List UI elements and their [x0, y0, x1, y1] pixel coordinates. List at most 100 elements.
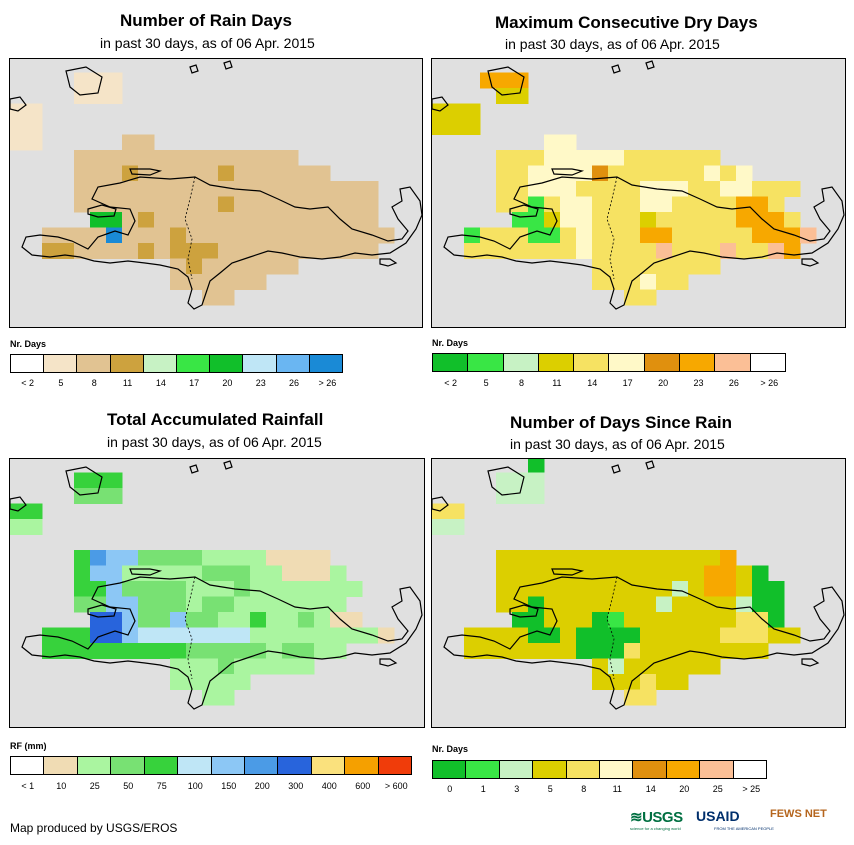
grid-cell	[624, 596, 641, 613]
grid-cell	[250, 627, 267, 644]
panel-title: Number of Days Since Rain	[510, 413, 733, 432]
grid-cell	[560, 643, 577, 659]
grid-cell	[298, 212, 315, 228]
grid-cell	[640, 550, 657, 566]
grid-cell	[592, 658, 609, 675]
grid-cell	[640, 689, 657, 706]
grid-cell	[656, 243, 673, 259]
grid-cell	[282, 227, 299, 244]
grid-cell	[608, 627, 625, 644]
legend-label: 14	[645, 784, 656, 794]
grid-cell	[448, 103, 465, 120]
grid-cell	[656, 550, 673, 566]
grid-cell	[170, 550, 187, 566]
grid-cell	[330, 227, 347, 244]
grid-cell	[560, 565, 577, 582]
grid-cell	[234, 550, 251, 566]
grid-cell	[624, 212, 641, 228]
grid-cell	[768, 612, 785, 628]
grid-cell	[234, 165, 251, 182]
grid-cell	[720, 643, 737, 659]
grid-cell	[90, 472, 107, 489]
fews-net-logo: FEWS NET	[770, 808, 827, 820]
grid-cell	[170, 243, 187, 259]
grid-cell	[218, 212, 235, 228]
grid-cell	[202, 550, 219, 566]
grid-cell	[74, 165, 91, 182]
saona-island-outline	[379, 658, 398, 667]
grid-cell	[576, 243, 593, 259]
grid-cell	[640, 165, 657, 182]
grid-cell	[314, 565, 331, 582]
grid-cell	[496, 243, 513, 259]
grid-cell	[544, 612, 561, 628]
grid-cell	[656, 565, 673, 582]
grid-cell	[218, 612, 235, 628]
grid-cell	[122, 134, 139, 151]
grid-cell	[170, 150, 187, 166]
map-rain-days	[9, 58, 423, 328]
grid-cell	[752, 212, 769, 228]
gonave-island-outline	[509, 204, 539, 218]
grid-cell	[624, 196, 641, 213]
grid-cell	[346, 581, 363, 597]
grid-cell	[74, 627, 91, 644]
grid-cell	[688, 550, 705, 566]
grid-cell	[250, 274, 267, 290]
legend-swatch	[700, 761, 734, 778]
map-total-rainfall	[9, 458, 425, 728]
grid-cell	[624, 181, 641, 197]
grid-cell	[496, 472, 513, 489]
grid-cell	[90, 643, 107, 659]
grid-cell	[170, 181, 187, 197]
grid-cell	[186, 243, 203, 259]
grid-cell	[672, 627, 689, 644]
grid-cell	[186, 274, 203, 290]
grid-cell	[106, 227, 123, 244]
grid-cell	[314, 196, 331, 213]
grid-cell	[298, 658, 315, 675]
grid-cell	[576, 581, 593, 597]
grid-cell	[250, 658, 267, 675]
grid-cell	[528, 472, 545, 489]
grid-cell	[346, 612, 363, 628]
map-canvas	[10, 460, 423, 710]
grid-cell	[106, 596, 123, 613]
grid-cell	[624, 565, 641, 582]
legend-label: 5	[483, 378, 489, 388]
grid-cell	[720, 612, 737, 628]
grid-cell	[170, 196, 187, 213]
grid-cell	[608, 150, 625, 166]
grid-cell	[138, 565, 155, 582]
grid-cell	[106, 88, 123, 104]
grid-cell	[330, 196, 347, 213]
grid-cell	[640, 150, 657, 166]
grid-cell	[640, 289, 657, 306]
grid-cell	[90, 243, 107, 259]
grid-cell	[250, 196, 267, 213]
legend-title: Nr. Days	[432, 744, 469, 754]
legend-swatch	[278, 757, 312, 774]
map-days-since-rain	[431, 458, 846, 728]
grid-cell	[720, 581, 737, 597]
grid-cell	[704, 550, 721, 566]
country-border	[184, 176, 196, 280]
grid-cell	[202, 165, 219, 182]
grid-cell	[656, 227, 673, 244]
grid-cell	[592, 212, 609, 228]
grid-cell	[58, 243, 75, 259]
grid-cell	[672, 565, 689, 582]
legend-labels: < 2 5 8 11 14 17 20 23 26 > 26	[10, 378, 343, 390]
grid-cell	[282, 658, 299, 675]
legend-swatch	[44, 355, 78, 372]
grid-cell	[58, 627, 75, 644]
legend-label: < 1	[21, 781, 35, 791]
grid-cell	[74, 243, 91, 259]
grid-cell	[234, 212, 251, 228]
grid-cell	[656, 196, 673, 213]
legend-swatch	[178, 757, 212, 774]
panel-subtitle: in past 30 days, as of 06 Apr. 2015	[505, 36, 720, 52]
grid-cell	[544, 227, 561, 244]
legend-label: 26	[289, 378, 300, 388]
grid-cell	[752, 581, 769, 597]
